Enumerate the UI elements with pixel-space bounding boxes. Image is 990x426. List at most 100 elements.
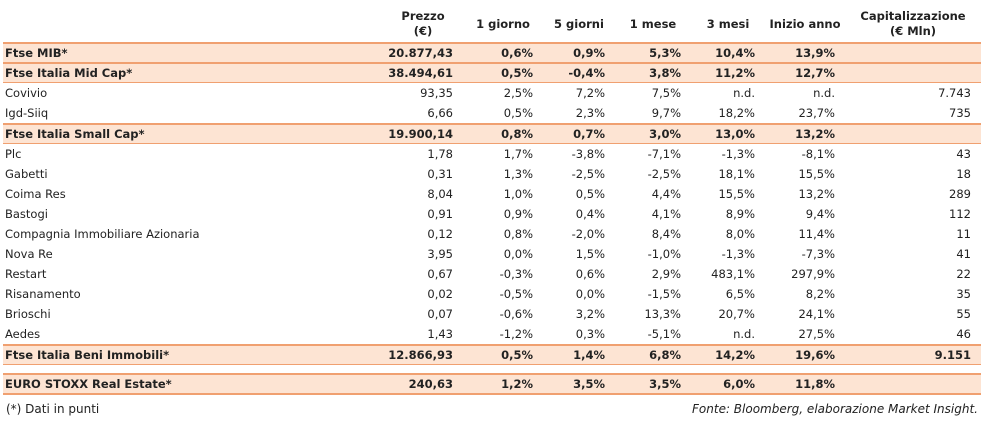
stock-row: Igd-Siiq 6,66 0,5% 2,3% 9,7% 18,2% 23,7% 735: [3, 103, 981, 124]
cell: 0,67: [427, 267, 453, 281]
cell: 3,5%: [615, 373, 691, 395]
header-cell: [3, 6, 383, 43]
cell: 9.151: [845, 344, 981, 365]
cell: 13,2%: [765, 123, 845, 144]
cell: 13,9%: [765, 42, 845, 64]
cell: [845, 62, 981, 83]
row-label: Ftse MIB*: [3, 42, 383, 64]
cell: 23,7%: [798, 106, 835, 120]
cell: 1,78: [427, 147, 453, 161]
cell: 0,02: [427, 287, 453, 301]
index-row: EURO STOXX Real Estate* 240,63 1,2% 3,5% 3,5…: [3, 373, 981, 395]
cell: 5,3%: [615, 42, 691, 64]
stock-row: Bastogi 0,91 0,9% 0,4% 4,1% 8,9% 9,4% 112: [3, 204, 981, 224]
cell: 93,35: [420, 86, 453, 100]
cell: -2,5%: [571, 167, 605, 181]
row-label: Bastogi: [5, 207, 48, 221]
stock-row: Brioschi 0,07 -0,6% 3,2% 13,3% 20,7% 24,1% 55: [3, 304, 981, 324]
cell: 0,9%: [503, 207, 533, 221]
stock-row: Covivio 93,35 2,5% 7,2% 7,5% n.d. n.d. 7.743: [3, 83, 981, 104]
footer: (*) Dati in punti Fonte: Bloomberg, elab…: [6, 402, 978, 416]
cell: 20.877,43: [383, 42, 463, 64]
cell: 289: [949, 187, 971, 201]
cell: 9,7%: [651, 106, 681, 120]
header-text: 5 giorni: [554, 16, 604, 31]
cell: -0,3%: [499, 267, 533, 281]
spacer: [3, 365, 981, 375]
cell: 35: [956, 287, 971, 301]
cell: -7,3%: [801, 247, 835, 261]
cell: 2,5%: [503, 86, 533, 100]
cell: 27,5%: [798, 327, 835, 341]
stock-row: Coima Res 8,04 1,0% 0,5% 4,4% 15,5% 13,2% 289: [3, 184, 981, 204]
index-row: Ftse Italia Small Cap* 19.900,14 0,8% 0,7% 3…: [3, 123, 981, 144]
header-cell: 1 giorno: [463, 6, 543, 43]
cell: 8,04: [427, 187, 453, 201]
cell: 4,4%: [651, 187, 681, 201]
row-label: Plc: [5, 147, 22, 161]
note: (*) Dati in punti: [6, 402, 100, 416]
cell: 15,5%: [718, 187, 755, 201]
header-cell: Capitalizzazione (€ Mln): [845, 6, 981, 43]
cell: 43: [956, 147, 971, 161]
cell: 18: [956, 167, 971, 181]
cell: -1,2%: [499, 327, 533, 341]
cell: 6,66: [427, 106, 453, 120]
cell: n.d.: [733, 327, 755, 341]
cell: 13,2%: [798, 187, 835, 201]
cell: 0,31: [427, 167, 453, 181]
table-wrap: Prezzo (€) 1 giorno 5 giorni 1 mese 3 mesi Ini…: [3, 6, 981, 395]
cell: 18,2%: [718, 106, 755, 120]
cell: 11,2%: [691, 62, 765, 83]
stock-row: Restart 0,67 -0,3% 0,6% 2,9% 483,1% 297,9% 22: [3, 264, 981, 284]
cell: 240,63: [383, 373, 463, 395]
cell: 8,4%: [651, 227, 681, 241]
stock-row: Nova Re 3,95 0,0% 1,5% -1,0% -1,3% -7,3% 41: [3, 244, 981, 264]
header-cell: 3 mesi: [691, 6, 765, 43]
cell: [845, 123, 981, 144]
cell: 3,8%: [615, 62, 691, 83]
stock-row: Gabetti 0,31 1,3% -2,5% -2,5% 18,1% 15,5% 18: [3, 164, 981, 184]
cell: 1,43: [427, 327, 453, 341]
cell: 6,8%: [615, 344, 691, 365]
stock-row: Risanamento 0,02 -0,5% 0,0% -1,5% 6,5% 8,2% 35: [3, 284, 981, 304]
cell: 1,2%: [463, 373, 543, 395]
header-cell: 5 giorni: [543, 6, 615, 43]
cell: 10,4%: [691, 42, 765, 64]
cell: n.d.: [733, 86, 755, 100]
cell: 112: [949, 207, 971, 221]
cell: 38.494,61: [383, 62, 463, 83]
cell: -1,5%: [647, 287, 681, 301]
index-row: Ftse MIB* 20.877,43 0,6% 0,9% 5,3% 10,4% 13,9%: [3, 42, 981, 64]
cell: 3,2%: [575, 307, 605, 321]
cell: 0,0%: [503, 247, 533, 261]
cell: 19.900,14: [383, 123, 463, 144]
cell: 0,91: [427, 207, 453, 221]
cell: 55: [956, 307, 971, 321]
cell: 7,5%: [651, 86, 681, 100]
row-label: Risanamento: [5, 287, 81, 301]
index-row: Ftse Italia Beni Immobili* 12.866,93 0,5% 1…: [3, 344, 981, 365]
table-body: Ftse MIB* 20.877,43 0,6% 0,9% 5,3% 10,4% 13,9%…: [3, 42, 981, 395]
row-label: Igd-Siiq: [5, 106, 49, 120]
header-text: (€ Mln): [889, 24, 937, 38]
header-text: 3 mesi: [706, 16, 750, 31]
cell: 0,8%: [503, 227, 533, 241]
cell: 0,8%: [463, 123, 543, 144]
cell: -2,5%: [647, 167, 681, 181]
cell: 13,3%: [644, 307, 681, 321]
row-label: Compagnia Immobiliare Azionaria: [5, 227, 200, 241]
cell: 0,0%: [575, 287, 605, 301]
cell: 6,0%: [691, 373, 765, 395]
cell: 1,0%: [503, 187, 533, 201]
cell: 11: [956, 227, 971, 241]
cell: 41: [956, 247, 971, 261]
cell: 11,8%: [765, 373, 845, 395]
cell: -8,1%: [801, 147, 835, 161]
stock-row: Plc 1,78 1,7% -3,8% -7,1% -1,3% -8,1% 43: [3, 144, 981, 165]
cell: 0,7%: [543, 123, 615, 144]
row-label: EURO STOXX Real Estate*: [3, 373, 383, 395]
header-cell: 1 mese: [615, 6, 691, 43]
cell: 12,7%: [765, 62, 845, 83]
cell: 4,1%: [651, 207, 681, 221]
